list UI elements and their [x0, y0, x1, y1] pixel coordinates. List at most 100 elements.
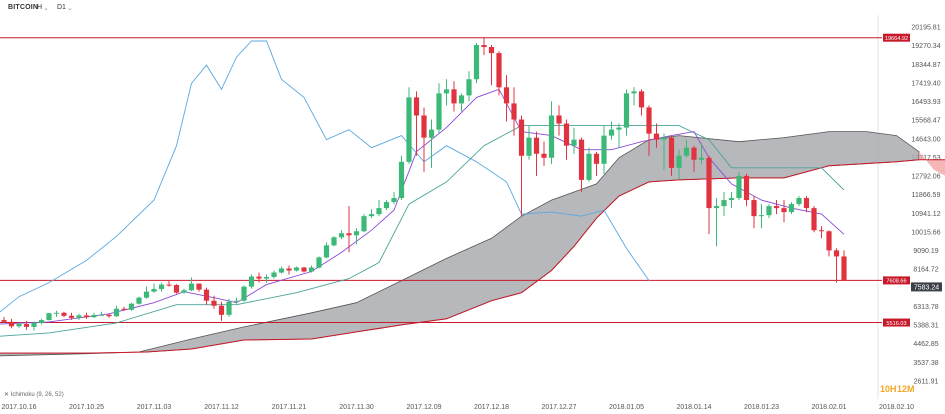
x-tick-label: 2017.12.09 — [406, 404, 441, 411]
candle-body — [668, 137, 675, 168]
y-tick-label: 3537.38 — [913, 360, 938, 367]
candle-body — [46, 313, 52, 321]
x-tick-label: 2017.10.25 — [69, 404, 104, 411]
candle-body — [676, 155, 682, 168]
candle-body — [308, 267, 315, 272]
x-tick-label: 2018.01.23 — [744, 404, 779, 411]
chevron-down-icon[interactable]: ⌄ — [67, 5, 73, 12]
candle-body — [158, 284, 165, 290]
candle-body — [113, 308, 120, 317]
y-tick-label: 17419.40 — [911, 80, 940, 87]
candle-body — [323, 245, 330, 258]
candle-body — [488, 47, 495, 54]
candle-body — [548, 115, 555, 158]
candle-body — [736, 175, 742, 199]
candle-body — [218, 305, 225, 315]
y-tick-label: 20195.81 — [911, 25, 940, 32]
candle-body — [23, 324, 30, 327]
candle-body — [68, 315, 75, 318]
candle-body — [76, 315, 82, 318]
timeframe-button-12m[interactable]: 12M — [897, 384, 915, 394]
current-price-label: 7583.24 — [914, 284, 939, 291]
ichimoku-cloud-bullish — [919, 151, 945, 176]
candle-body — [601, 135, 607, 164]
x-tick-label: 2017.10.16 — [1, 404, 36, 411]
horizontal-line-tag — [883, 276, 910, 285]
horizontal-line-tag — [883, 318, 910, 327]
interval-selector[interactable]: H — [37, 4, 43, 11]
candle-body — [196, 283, 202, 290]
candle-body — [773, 206, 780, 209]
y-tick-label: 14643.00 — [911, 136, 940, 143]
candle-body — [226, 301, 232, 315]
candle-body — [346, 233, 352, 236]
candle-body — [556, 115, 562, 124]
candle-body — [563, 123, 570, 146]
candle-body — [106, 314, 112, 317]
candle-body — [53, 312, 60, 314]
candle-body — [391, 198, 397, 203]
candle-body — [653, 133, 660, 140]
y-tick-label: 16493.93 — [911, 99, 940, 106]
x-tick-label: 2017.11.21 — [272, 404, 307, 411]
candle-body — [406, 97, 412, 162]
candle-body — [818, 230, 825, 232]
candle-body — [608, 129, 615, 136]
x-tick-label: 2017.12.18 — [474, 404, 509, 411]
indicator-name: Ichimoku (9, 26, 52) — [10, 392, 64, 398]
candle-body — [526, 137, 532, 156]
y-tick-label: 4462.85 — [913, 341, 938, 348]
y-tick-label: 19270.34 — [911, 43, 940, 50]
x-tick-label: 2018.01.14 — [676, 404, 711, 411]
candle-body — [473, 45, 480, 80]
timeframe-button-10h[interactable]: 10H — [880, 384, 897, 394]
candle-body — [173, 285, 180, 293]
candle-body — [413, 97, 420, 116]
x-tick-label: 2017.12.27 — [541, 404, 576, 411]
x-tick-label: 2017.11.03 — [137, 404, 172, 411]
candle-body — [428, 129, 435, 138]
x-tick-label: 2017.11.12 — [204, 404, 239, 411]
candle-body — [766, 206, 772, 216]
y-tick-label: 11866.59 — [912, 192, 941, 199]
candle-body — [16, 324, 22, 327]
candle-body — [781, 208, 787, 213]
candle-body — [503, 87, 510, 104]
candle-body — [721, 200, 727, 207]
candle-body — [758, 215, 765, 217]
candle-body — [841, 256, 847, 281]
candle-body — [383, 202, 390, 209]
candle-body — [263, 276, 270, 279]
candle-body — [436, 93, 442, 130]
candle-body — [331, 237, 337, 246]
candle-body — [593, 153, 600, 164]
candle-body — [646, 107, 652, 134]
candle-body — [368, 214, 375, 217]
candle-body — [151, 289, 157, 292]
horizontal-line-label: 5516.03 — [886, 321, 906, 327]
close-icon[interactable]: ✕ — [4, 392, 10, 398]
candle-body — [541, 153, 547, 158]
indicator-label[interactable]: ✕ Ichimoku (9, 26, 52) — [4, 391, 64, 398]
candle-body — [203, 289, 210, 301]
y-tick-label: 2611.91 — [914, 379, 939, 386]
candle-body — [98, 314, 105, 316]
candle-body — [578, 139, 585, 180]
timeframe-selector[interactable]: D1 — [57, 4, 66, 11]
candle-body — [751, 200, 757, 217]
candle-body — [533, 137, 540, 154]
symbol-label[interactable]: BITCOIN — [8, 4, 39, 11]
horizontal-line-label: 19664.92 — [885, 36, 908, 42]
candle-body — [293, 267, 300, 271]
candle-body — [586, 153, 592, 180]
kijun-sen-line — [0, 125, 845, 337]
candle-body — [728, 198, 735, 201]
chevron-down-icon[interactable]: ⌄ — [43, 5, 49, 12]
candle-body — [796, 198, 802, 205]
candle-body — [83, 315, 90, 318]
candle-body — [301, 267, 307, 272]
candle-body — [511, 103, 517, 120]
candle-body — [376, 208, 382, 215]
candle-body — [496, 53, 502, 88]
